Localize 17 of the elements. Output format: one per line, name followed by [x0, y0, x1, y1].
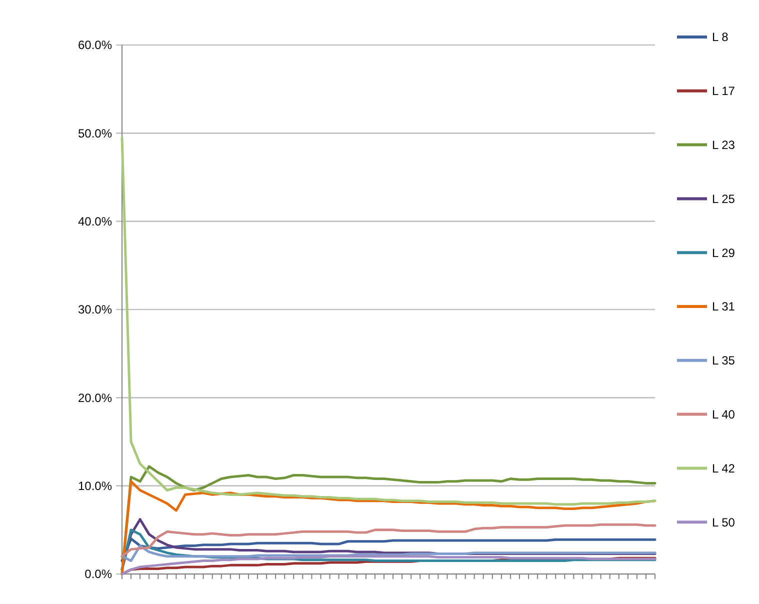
y-tick-label: 0.0%	[84, 567, 112, 582]
legend-label: L 23	[712, 138, 736, 152]
legend-label: L 35	[712, 354, 736, 368]
legend-label: L 8	[712, 30, 729, 44]
y-tick-label: 60.0%	[78, 38, 112, 52]
y-tick-label: 50.0%	[78, 126, 112, 140]
y-tick-label: 40.0%	[78, 214, 112, 229]
legend-label: L 40	[712, 408, 736, 422]
legend-label: L 29	[712, 246, 736, 260]
legend-label: L 50	[712, 515, 736, 530]
legend-label: L 31	[712, 300, 736, 314]
legend-label: L 42	[712, 461, 736, 476]
y-tick-label: 10.0%	[78, 479, 112, 494]
legend-label: L 17	[712, 84, 736, 98]
y-tick-label: 20.0%	[78, 390, 112, 405]
legend-label: L 25	[712, 192, 736, 206]
y-tick-label: 30.0%	[78, 302, 112, 317]
